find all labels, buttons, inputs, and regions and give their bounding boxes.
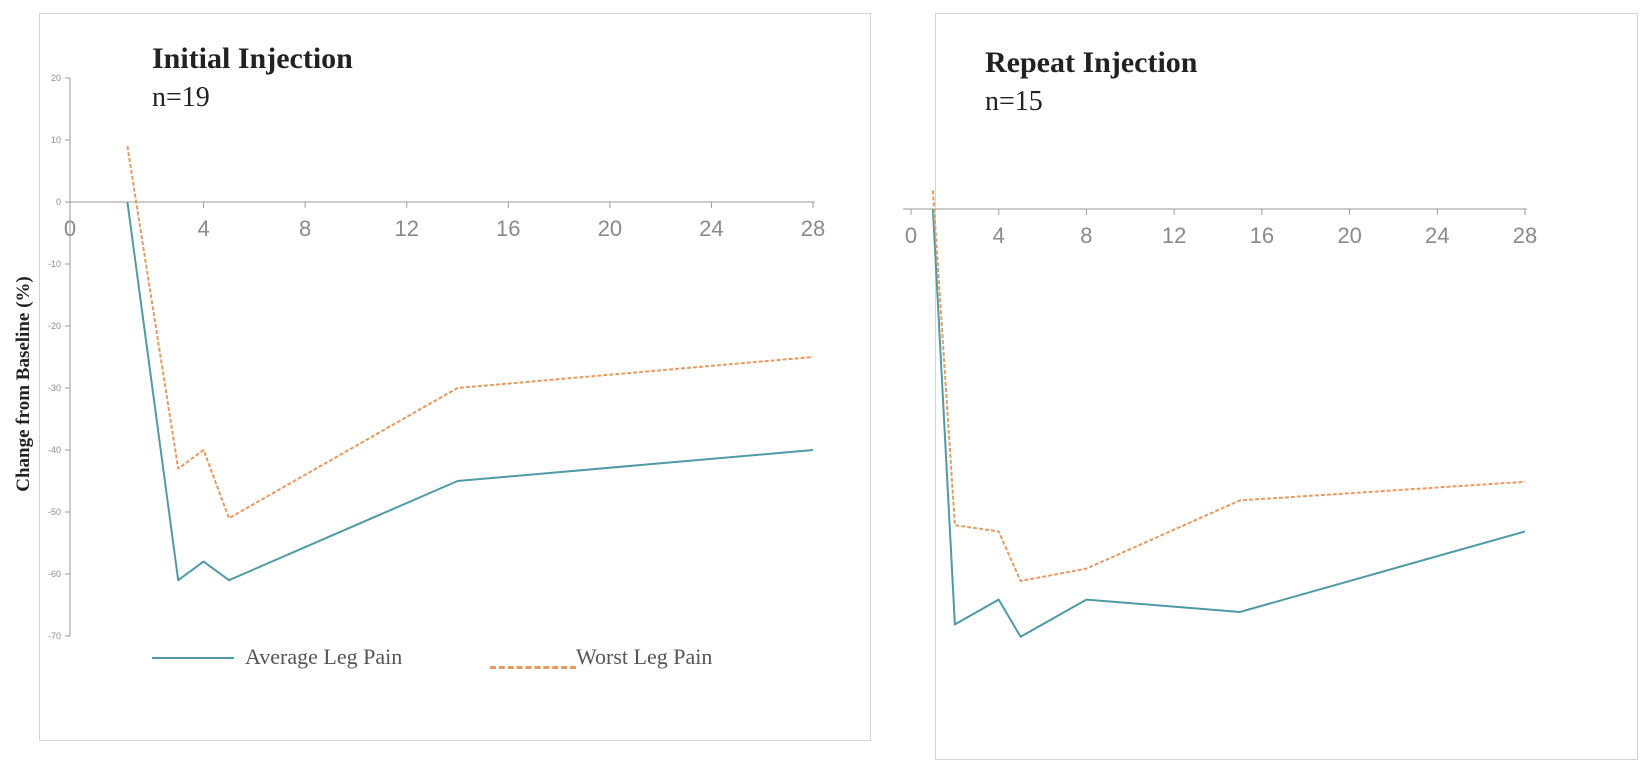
y-tick-label: -30 bbox=[48, 383, 61, 393]
x-tick-label: 12 bbox=[1162, 223, 1186, 248]
chart-title-initial: Initial Injection bbox=[152, 42, 353, 75]
y-tick-label: 20 bbox=[51, 73, 61, 83]
y-tick-label: 10 bbox=[51, 135, 61, 145]
y-tick-label: 0 bbox=[56, 197, 61, 207]
x-tick-label: 8 bbox=[1080, 223, 1092, 248]
chart-panel-initial bbox=[39, 13, 871, 741]
x-tick-label: 24 bbox=[699, 216, 723, 241]
x-tick-label: 4 bbox=[197, 216, 209, 241]
legend-swatch-average bbox=[152, 657, 234, 659]
series-line-average-leg-pain bbox=[931, 208, 1526, 638]
chart-title-repeat: Repeat Injection bbox=[985, 46, 1198, 79]
x-tick-label: 28 bbox=[801, 216, 825, 241]
chart-subtitle-repeat: n=15 bbox=[985, 86, 1043, 117]
y-tick-label: -20 bbox=[48, 321, 61, 331]
x-tick-label: 20 bbox=[598, 216, 622, 241]
x-tick-label: 28 bbox=[1513, 223, 1537, 248]
x-tick-label: 8 bbox=[299, 216, 311, 241]
legend-label-average: Average Leg Pain bbox=[245, 644, 403, 669]
chart-panel-repeat bbox=[935, 13, 1638, 760]
x-tick-label: 4 bbox=[993, 223, 1005, 248]
x-tick-label: 16 bbox=[496, 216, 520, 241]
chart-subtitle-initial: n=19 bbox=[152, 82, 210, 113]
x-tick-label: 20 bbox=[1337, 223, 1361, 248]
y-tick-label: -70 bbox=[48, 631, 61, 641]
x-tick-label: 12 bbox=[394, 216, 418, 241]
legend-label-worst: Worst Leg Pain bbox=[576, 644, 713, 669]
x-tick-label: 16 bbox=[1250, 223, 1274, 248]
y-tick-label: -50 bbox=[48, 507, 61, 517]
y-tick-label: -60 bbox=[48, 569, 61, 579]
x-tick-label: 24 bbox=[1425, 223, 1449, 248]
series-line-worst-leg-pain bbox=[126, 146, 814, 520]
series-line-worst-leg-pain bbox=[931, 190, 1526, 582]
y-tick-label: -10 bbox=[48, 259, 61, 269]
y-tick-label: -40 bbox=[48, 445, 61, 455]
series-line-average-leg-pain bbox=[126, 201, 814, 582]
legend-swatch-worst bbox=[490, 666, 576, 669]
x-tick-label: 0 bbox=[905, 223, 917, 248]
